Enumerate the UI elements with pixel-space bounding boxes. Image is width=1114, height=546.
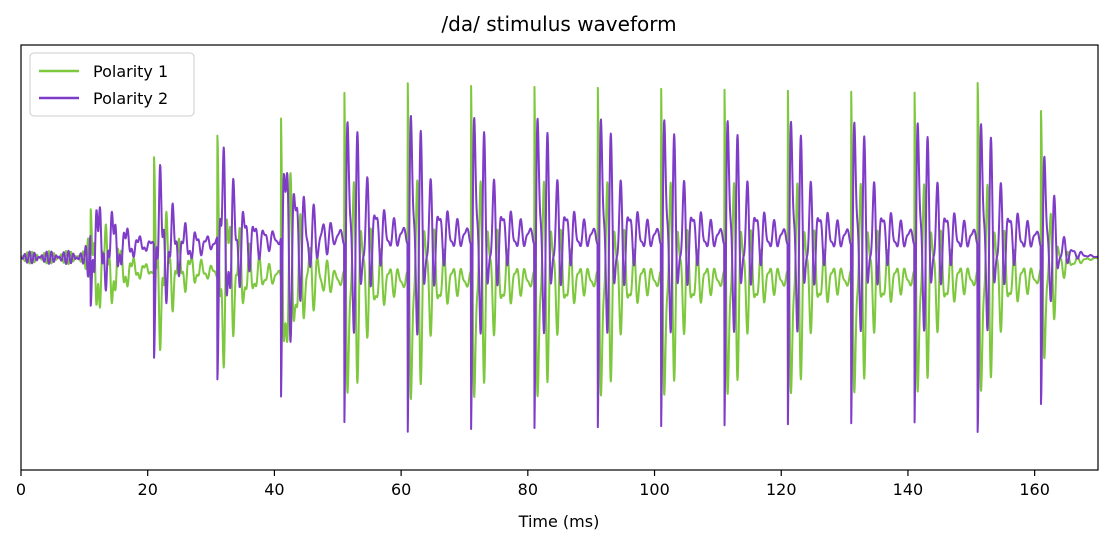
legend-box [29, 52, 195, 117]
chart-title: /da/ stimulus waveform [441, 12, 676, 36]
plot-area [21, 82, 1098, 433]
x-tick-label: 0 [16, 480, 26, 499]
legend-label-polarity-1: Polarity 1 [93, 62, 168, 81]
x-tick-label: 80 [518, 480, 538, 499]
x-tick-label: 40 [264, 480, 284, 499]
x-tick-label: 140 [893, 480, 924, 499]
x-tick-label: 60 [391, 480, 411, 499]
plot-frame [20, 44, 1099, 471]
x-tick-label: 160 [1019, 480, 1050, 499]
x-axis-ticks: 0 20 40 60 80 100 120 140 160 [16, 470, 1050, 499]
x-axis-title: Time (ms) [518, 512, 600, 531]
x-tick-label: 100 [639, 480, 670, 499]
legend: Polarity 1 Polarity 2 [29, 52, 195, 117]
series-line-polarity-2 [21, 114, 1098, 433]
x-tick-label: 20 [138, 480, 158, 499]
legend-label-polarity-2: Polarity 2 [93, 89, 168, 108]
x-tick-label: 120 [766, 480, 797, 499]
